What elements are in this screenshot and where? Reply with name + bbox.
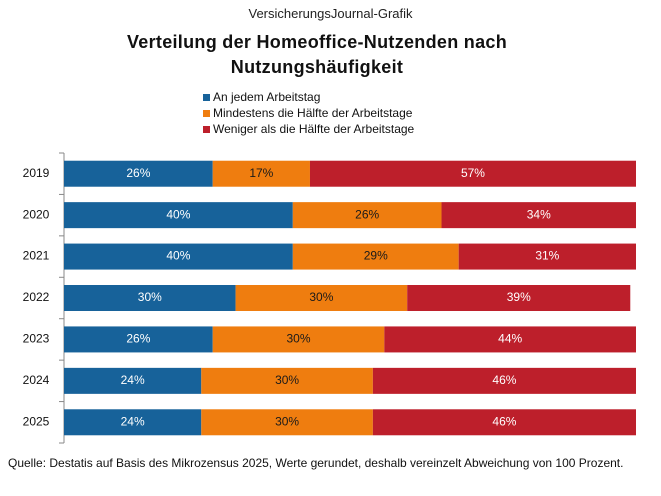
data-label: 34%: [527, 207, 551, 221]
data-label: 26%: [126, 332, 150, 346]
y-tick-label: 2023: [23, 332, 50, 346]
y-tick-label: 2021: [23, 249, 50, 263]
bar-segment: [235, 285, 408, 311]
data-label: 46%: [492, 373, 516, 387]
data-label: 17%: [249, 166, 273, 180]
bar-segment: [64, 285, 236, 311]
data-label: 46%: [492, 414, 516, 428]
y-tick-label: 2024: [23, 373, 50, 387]
data-label: 40%: [166, 249, 190, 263]
data-label: 39%: [507, 290, 531, 304]
bar-segment: [201, 409, 373, 436]
bar-segment: [309, 160, 636, 187]
data-label: 26%: [355, 207, 379, 221]
bar-segment: [212, 160, 310, 187]
bar-segment: [64, 202, 293, 229]
y-tick-label: 2025: [23, 414, 50, 428]
legend-swatch: [203, 110, 210, 117]
data-label: 31%: [535, 249, 559, 263]
data-label: 30%: [275, 373, 299, 387]
bar-segment: [64, 367, 202, 394]
data-label: 24%: [121, 414, 145, 428]
bar-segment: [64, 326, 213, 353]
legend-swatch: [203, 126, 210, 133]
legend-label: An jedem Arbeitstag: [213, 90, 320, 104]
data-label: 24%: [121, 373, 145, 387]
y-tick-label: 2019: [23, 166, 50, 180]
bar-segment: [372, 409, 636, 436]
bar-segment: [292, 243, 459, 270]
y-tick-label: 2020: [23, 207, 50, 221]
legend-swatch: [203, 94, 210, 101]
data-label: 26%: [126, 166, 150, 180]
bar-segment: [212, 326, 385, 353]
legend-label: Mindestens die Hälfte der Arbeitstage: [213, 106, 413, 120]
bar-segment: [201, 367, 373, 394]
data-label: 44%: [498, 332, 522, 346]
bar-segment: [441, 202, 636, 229]
y-tick-label: 2022: [23, 290, 50, 304]
bar-segment: [407, 285, 631, 311]
source-note: Quelle: Destatis auf Basis des Mikrozens…: [8, 456, 624, 470]
bar-segment: [64, 243, 293, 270]
bar-segment: [384, 326, 636, 353]
data-label: 29%: [364, 249, 388, 263]
legend-label: Weniger als die Hälfte der Arbeitstage: [213, 122, 415, 136]
data-label: 40%: [166, 207, 190, 221]
data-label: 30%: [275, 414, 299, 428]
chart-title: Verteilung der Homeoffice-Nutzenden nach…: [126, 32, 508, 77]
bar-segment: [372, 367, 636, 394]
bar-segment: [292, 202, 442, 229]
data-label: 30%: [287, 332, 311, 346]
bar-segment: [64, 160, 213, 187]
data-label: 57%: [461, 166, 485, 180]
bar-segment: [64, 409, 202, 436]
data-label: 30%: [138, 290, 162, 304]
bar-segment: [458, 243, 636, 270]
header: VersicherungsJournal-Grafik: [248, 6, 413, 21]
data-label: 30%: [309, 290, 333, 304]
